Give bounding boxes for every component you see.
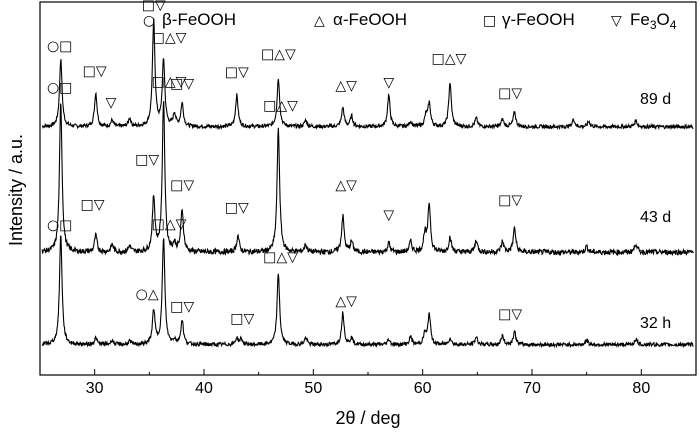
peak-annotation: □△▽ xyxy=(432,51,467,67)
series-label: 89 d xyxy=(640,91,671,108)
series-line-32-h xyxy=(41,235,694,349)
peak-annotation: □▽ xyxy=(80,197,104,213)
series-line-89-d xyxy=(41,18,694,131)
peak-annotation: □△▽ xyxy=(261,47,296,63)
peak-annotation: △▽ xyxy=(335,78,357,94)
x-tick-label: 40 xyxy=(195,380,213,397)
series-label: 32 h xyxy=(640,315,671,332)
peak-annotation: ○□ xyxy=(47,80,72,96)
legend: ○ β-FeOOH △ α-FeOOH □ γ-FeOOH ▽ Fe3O4 xyxy=(143,10,677,32)
legend-symbol: ○ xyxy=(143,13,155,29)
x-axis-title: 2θ / deg xyxy=(335,408,400,428)
peak-annotation: □▽ xyxy=(83,64,107,80)
peak-annotation: □▽ xyxy=(135,152,159,168)
peak-annotation: □▽ xyxy=(498,193,522,209)
peak-annotation: □▽ xyxy=(170,299,194,315)
plot-frame xyxy=(39,1,697,376)
legend-symbol: △ xyxy=(314,13,325,29)
legend-label: β-FeOOH xyxy=(162,10,236,29)
peak-annotation: □▽ xyxy=(230,311,254,327)
x-axis-ticks: 30 40 50 60 70 80 xyxy=(39,369,697,397)
series-layer: 89 d 43 d 32 h xyxy=(41,18,694,349)
peak-annotation: ▽ xyxy=(383,75,394,91)
x-tick-label: 30 xyxy=(86,380,104,397)
legend-symbol: □ xyxy=(483,13,496,29)
peak-annotation: ▽ xyxy=(383,208,394,224)
peak-annotation: □▽ xyxy=(142,0,166,13)
peak-annotation: □▽ xyxy=(170,76,194,92)
legend-label: α-FeOOH xyxy=(333,10,407,29)
peak-annotation: ○□ xyxy=(47,38,72,54)
legend-label: γ-FeOOH xyxy=(502,10,575,29)
peak-annotation: ○△ xyxy=(136,287,159,303)
peak-annotation: ○□ xyxy=(47,217,72,233)
peak-annotation: □△▽ xyxy=(152,74,187,90)
peak-annotation: □▽ xyxy=(225,200,249,216)
peak-annotation: □▽ xyxy=(498,86,522,102)
peak-annotation: □△▽ xyxy=(263,98,298,114)
x-tick-label: 70 xyxy=(523,380,541,397)
peak-annotation: □▽ xyxy=(225,65,249,81)
x-tick-label: 80 xyxy=(632,380,650,397)
peak-annotation: □▽ xyxy=(170,178,194,194)
peak-annotation: □△▽ xyxy=(263,249,298,265)
legend-symbol: ▽ xyxy=(611,13,622,29)
legend-label: Fe3O4 xyxy=(630,10,677,32)
x-tick-label: 60 xyxy=(414,380,432,397)
peak-annotation: △▽ xyxy=(335,293,357,309)
y-axis-title: Intensity / a.u. xyxy=(6,134,26,246)
peak-annotation: △▽ xyxy=(335,178,357,194)
peak-annotation: □△▽ xyxy=(152,30,187,46)
annotation-layer: ○□□▽▽□▽□△▽□▽□▽□△▽△▽ ▽□△▽□▽○□□▽□▽□△▽□▽□▽□△… xyxy=(47,0,522,327)
series-label: 43 d xyxy=(640,209,671,226)
series-line-43-d xyxy=(41,100,694,257)
peak-annotation: ▽ xyxy=(106,95,117,111)
x-tick-label: 50 xyxy=(304,380,322,397)
peak-annotation: □△▽ xyxy=(152,216,187,232)
peak-annotation: □▽ xyxy=(498,307,522,323)
